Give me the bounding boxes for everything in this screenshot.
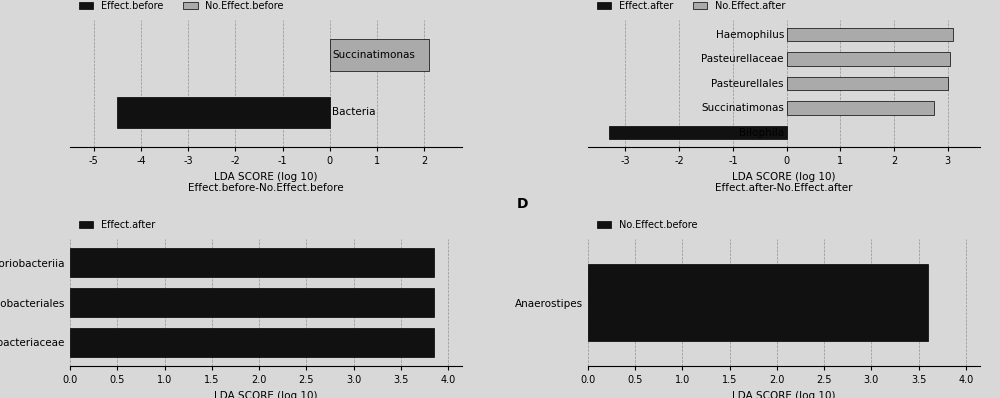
Text: Pasteurellaceae: Pasteurellaceae [701, 54, 784, 64]
Bar [787, 53, 950, 66]
Text: Pasteurellales: Pasteurellales [711, 78, 784, 88]
Legend: No.Effect.before: No.Effect.before [593, 216, 701, 234]
Bar [70, 288, 434, 317]
Text: Haemophilus: Haemophilus [716, 29, 784, 39]
Legend: Effect.after, No.Effect.after: Effect.after, No.Effect.after [593, 0, 789, 15]
Text: Succinatimonas: Succinatimonas [332, 50, 415, 60]
Bar [70, 328, 434, 357]
X-axis label: LDA SCORE (log 10)
Effect.before-No.Effect.before: LDA SCORE (log 10) Effect.before-No.Effe… [188, 172, 344, 193]
Bar [117, 97, 330, 129]
Legend: Effect.before, No.Effect.before: Effect.before, No.Effect.before [75, 0, 288, 15]
X-axis label: LDA SCORE (log 10)
Effect.before-Effect.after: LDA SCORE (log 10) Effect.before-Effect.… [201, 391, 331, 398]
Bar [70, 248, 434, 277]
Legend: Effect.after: Effect.after [75, 216, 159, 234]
X-axis label: LDA SCORE (log 10)
No.Effect.after-No.Effect.before: LDA SCORE (log 10) No.Effect.after-No.Ef… [702, 391, 866, 398]
Bar [787, 77, 948, 90]
Bar [787, 101, 934, 115]
Bar [787, 28, 953, 41]
Text: Bilophila: Bilophila [739, 127, 784, 138]
Bar [330, 39, 429, 70]
X-axis label: LDA SCORE (log 10)
Effect.after-No.Effect.after: LDA SCORE (log 10) Effect.after-No.Effec… [715, 172, 853, 193]
Text: Bacteria: Bacteria [332, 107, 376, 117]
Text: D: D [517, 197, 529, 211]
Text: Succinatimonas: Succinatimonas [701, 103, 784, 113]
Bar [609, 126, 787, 139]
Bar [588, 264, 928, 341]
